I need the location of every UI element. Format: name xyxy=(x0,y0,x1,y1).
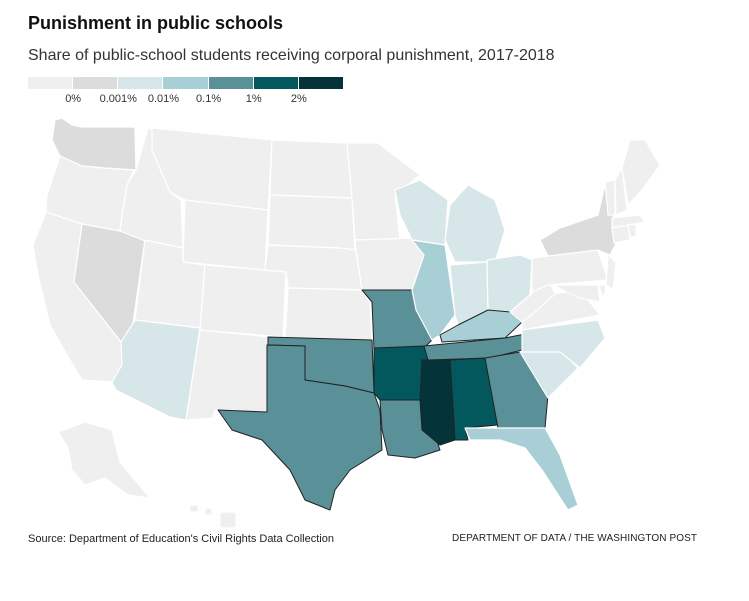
state-shape-ks xyxy=(284,287,373,341)
state-shape-hi xyxy=(189,504,237,529)
state-shape-co xyxy=(199,264,287,338)
legend-swatch xyxy=(208,77,253,89)
state-shape-mi xyxy=(444,184,506,263)
state-shape-vt xyxy=(604,179,616,216)
legend-tick-label: 0.001% xyxy=(99,93,137,105)
state-shape-md xyxy=(554,284,601,303)
color-legend: 0% 0.001% 0.01% 0.1% 1% 2% xyxy=(28,77,344,107)
state-shape-mn xyxy=(346,142,421,241)
chart-subtitle: Share of public-school students receivin… xyxy=(28,47,555,64)
state-shape-de xyxy=(597,284,607,299)
state-shape-ri xyxy=(627,223,637,239)
legend-swatch xyxy=(163,77,208,89)
legend-swatch xyxy=(73,77,118,89)
legend-tick-label: 0.1% xyxy=(196,93,222,105)
state-shape-nd xyxy=(269,139,353,199)
state-shape-nj xyxy=(605,254,617,291)
state-shape-me xyxy=(621,139,661,206)
state-shape-nc xyxy=(521,319,606,369)
legend-swatch xyxy=(28,77,73,89)
state-shape-ar xyxy=(373,345,429,401)
state-shape-ak xyxy=(57,421,151,499)
state-shape-ct xyxy=(611,224,631,244)
state-shape-fl xyxy=(464,427,579,511)
legend-tick-label: 2% xyxy=(290,93,307,105)
legend-swatch xyxy=(253,77,298,89)
legend-swatch xyxy=(118,77,163,89)
legend-tick-label: 1% xyxy=(245,93,262,105)
state-shape-ma xyxy=(611,214,646,229)
state-shape-az xyxy=(111,319,201,421)
legend-tick-label: 0% xyxy=(65,93,82,105)
state-shape-nm xyxy=(185,329,271,421)
legend-swatch xyxy=(298,77,343,89)
credit-line: DEPARTMENT OF DATA / THE WASHINGTON POST xyxy=(452,533,698,544)
state-shape-tx xyxy=(217,344,383,511)
chart-title: Punishment in public schools xyxy=(28,13,284,33)
state-shape-ms xyxy=(419,359,456,446)
legend-tick-label: 0.01% xyxy=(147,93,180,105)
state-shape-ia xyxy=(354,237,425,291)
source-note: Source: Department of Education's Civil … xyxy=(28,533,334,545)
state-shape-sd xyxy=(267,194,356,254)
state-shape-wy xyxy=(182,199,269,271)
state-shape-il xyxy=(411,239,456,341)
state-shape-wi xyxy=(394,179,449,246)
state-shape-nh xyxy=(614,167,628,216)
